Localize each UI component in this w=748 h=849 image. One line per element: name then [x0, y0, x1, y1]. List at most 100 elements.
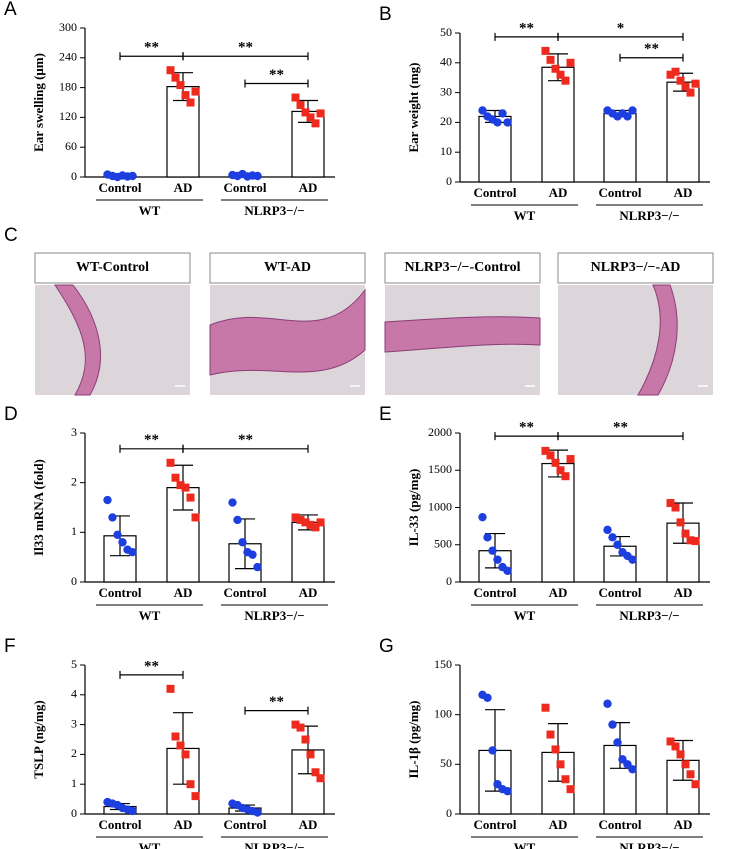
significance-label: ** [238, 432, 253, 448]
data-point [546, 55, 555, 64]
significance-label: ** [238, 40, 253, 56]
y-axis-label: Ear swelling (μm) [31, 53, 46, 152]
significance-bracket [244, 706, 309, 715]
tissue [54, 284, 101, 396]
x-tick-label: Control [598, 585, 641, 600]
data-point [546, 451, 555, 460]
x-tick-label: Control [98, 180, 141, 195]
data-point [488, 546, 497, 555]
significance-bracket [182, 444, 309, 453]
data-point [191, 87, 200, 96]
y-tick-label: 3 [71, 425, 77, 439]
y-tick-label: 50 [440, 756, 452, 770]
group-label: NLRP3−/− [244, 840, 304, 849]
data-point [666, 499, 675, 508]
x-tick-label: AD [674, 185, 693, 200]
data-point [103, 495, 112, 505]
significance-label: ** [144, 658, 159, 674]
y-tick-label: 50 [440, 25, 452, 39]
significance-label: ** [519, 420, 534, 436]
x-tick-label: AD [549, 585, 568, 600]
significance-bracket [119, 670, 184, 679]
data-point [686, 88, 695, 97]
significance-label: ** [519, 20, 534, 36]
data-point [291, 93, 300, 102]
x-tick-label: Control [473, 585, 516, 600]
panel-label: E [379, 404, 392, 425]
data-point [233, 515, 242, 525]
data-point [166, 684, 175, 693]
data-point [493, 118, 502, 127]
x-tick-label: AD [299, 180, 318, 195]
label-box [384, 252, 541, 284]
x-tick-label: AD [299, 817, 318, 832]
x-tick-label: Control [473, 185, 516, 200]
data-point [613, 540, 622, 549]
x-tick-label: AD [174, 585, 193, 600]
data-point [628, 765, 637, 774]
image-label: NLRP3−/−-AD [591, 260, 681, 275]
data-point [478, 106, 487, 115]
data-point [166, 458, 175, 467]
data-point [181, 91, 190, 100]
data-point [171, 732, 180, 741]
data-point [623, 112, 632, 121]
data-point [691, 79, 700, 88]
x-tick-label: Control [223, 817, 266, 832]
data-point [316, 518, 325, 527]
y-tick-label: 2000 [428, 425, 452, 439]
significance-bracket [557, 32, 684, 41]
group-label: WT [139, 840, 161, 849]
data-point [176, 81, 185, 90]
y-tick-label: 2 [71, 474, 77, 488]
data-point [296, 723, 305, 732]
data-point [541, 46, 550, 55]
data-point [306, 520, 315, 529]
data-point [671, 742, 680, 751]
data-point [628, 555, 637, 564]
y-axis-label: IL-1β (pg/mg) [406, 701, 421, 779]
y-tick-label: 1 [71, 524, 77, 538]
significance-bracket [619, 53, 684, 62]
data-point [691, 537, 700, 546]
group-label: WT [514, 840, 536, 849]
panel-label: G [379, 636, 394, 657]
panel-label: B [379, 4, 392, 25]
y-tick-label: 1 [71, 776, 77, 790]
y-tick-label: 0 [71, 574, 77, 588]
y-tick-label: 100 [434, 706, 452, 720]
data-point [676, 750, 685, 759]
bar [603, 112, 637, 183]
data-point [546, 730, 555, 739]
y-tick-label: 0 [71, 806, 77, 820]
x-tick-label: Control [98, 817, 141, 832]
x-tick-label: Control [223, 180, 266, 195]
data-point [551, 745, 560, 754]
data-point [666, 70, 675, 79]
group-label: NLRP3−/− [244, 203, 304, 218]
y-tick-label: 2 [71, 746, 77, 760]
data-point [176, 481, 185, 490]
y-axis-label: IL-33 (pg/mg) [406, 469, 421, 547]
panel-label: F [4, 636, 16, 657]
data-point [691, 780, 700, 789]
data-point [171, 473, 180, 482]
x-tick-label: AD [299, 585, 318, 600]
data-point [253, 808, 262, 817]
x-tick-label: AD [174, 180, 193, 195]
y-tick-label: 0 [71, 169, 77, 183]
y-tick-label: 500 [434, 537, 452, 551]
data-point [118, 538, 127, 547]
data-point [228, 498, 237, 507]
data-point [306, 750, 315, 759]
data-point [676, 518, 685, 527]
tissue [637, 284, 678, 396]
group-label: NLRP3−/− [619, 608, 679, 623]
data-point [503, 786, 512, 796]
data-point [498, 109, 507, 118]
data-point [503, 566, 512, 576]
data-point [566, 455, 575, 464]
panel-label: A [4, 0, 17, 20]
y-tick-label: 240 [59, 50, 77, 64]
